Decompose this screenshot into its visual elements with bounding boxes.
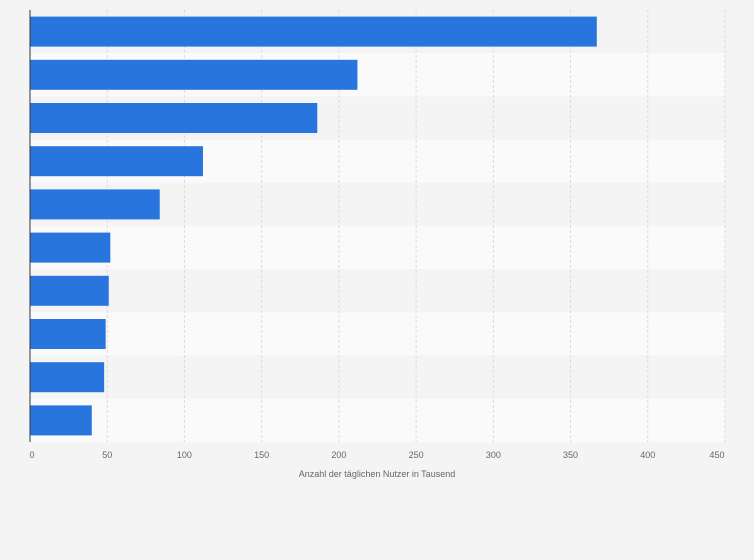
row-band	[30, 355, 725, 399]
row-band	[30, 312, 725, 356]
x-tick-label: 450	[709, 450, 724, 460]
x-tick-label: 200	[331, 450, 346, 460]
row-band	[30, 226, 725, 270]
x-tick-label: 350	[563, 450, 578, 460]
bar	[30, 362, 105, 393]
bar	[30, 319, 106, 349]
x-tick-label: 250	[409, 450, 424, 460]
bar	[30, 275, 109, 306]
bar	[30, 189, 160, 220]
x-tick-label: 300	[486, 450, 501, 460]
x-tick-labels: 0 50 100 150 200 250 300 350 400 450	[29, 450, 724, 460]
x-tick-label: 150	[254, 450, 269, 460]
bar	[30, 232, 111, 263]
bar	[30, 59, 358, 90]
x-tick-label: 0	[29, 450, 34, 460]
bar	[30, 146, 203, 177]
bar	[30, 405, 92, 436]
bar	[30, 16, 597, 47]
x-tick-label: 400	[640, 450, 655, 460]
bars	[30, 16, 597, 436]
row-band	[30, 398, 725, 442]
x-axis-title: Anzahl der täglichen Nutzer in Tausend	[299, 469, 455, 479]
x-tick-label: 50	[102, 450, 112, 460]
x-tick-label: 100	[177, 450, 192, 460]
bar	[30, 103, 318, 133]
row-band	[30, 269, 725, 313]
